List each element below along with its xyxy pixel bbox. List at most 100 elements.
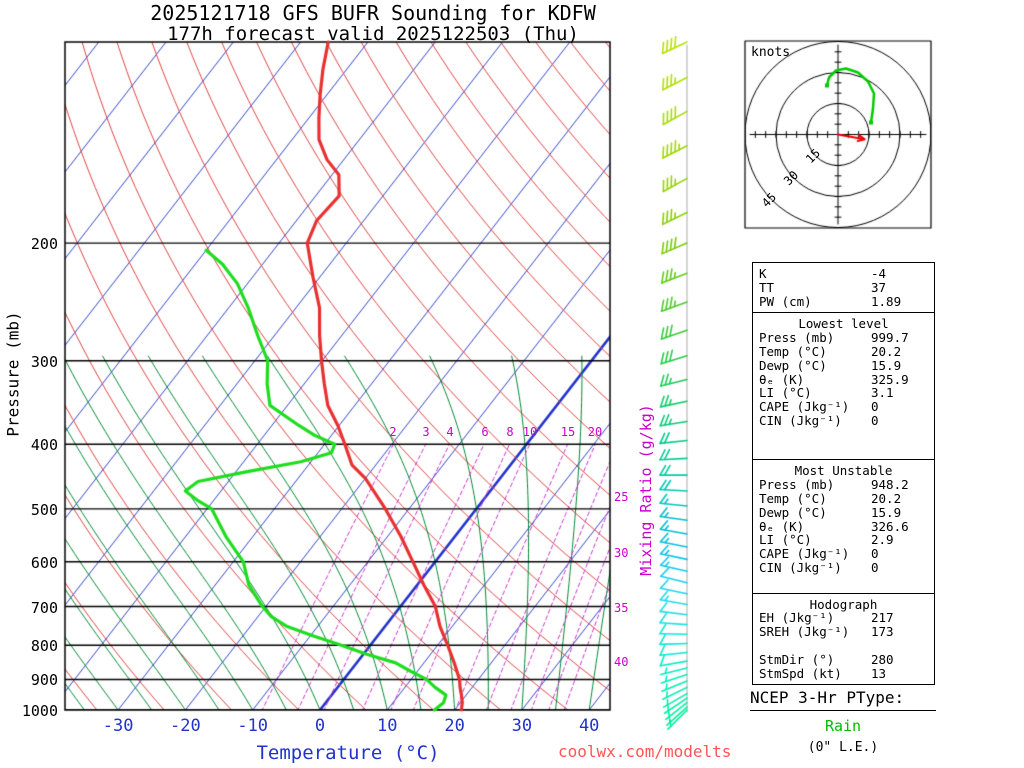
temperature-axis-label: Temperature (°C) xyxy=(256,742,440,764)
ptype-block: NCEP 3-Hr PType: Rain (0" L.E.) xyxy=(750,688,936,755)
index-row: K -4 xyxy=(759,267,928,281)
index-row: SREH (Jkg⁻¹) 173 xyxy=(759,625,928,639)
index-label: LI (°C) xyxy=(759,532,812,548)
index-label: StmSpd (kt) xyxy=(759,665,842,681)
chart-title-line1: 2025121718 GFS BUFR Sounding for KDFW xyxy=(150,1,596,25)
index-label: θₑ (K) xyxy=(759,371,805,387)
index-label: Press (mb) xyxy=(759,330,835,346)
pressure-tick-300: 300 xyxy=(30,352,58,371)
pressure-tick-800: 800 xyxy=(30,637,58,656)
index-row: StmDir (°) 280 xyxy=(759,651,928,667)
pressure-tick-700: 700 xyxy=(30,598,58,617)
index-row: LI (°C) 2.9 xyxy=(759,533,928,547)
index-value: 326.6 xyxy=(871,518,909,534)
indices-section-0: K -4 TT 37 PW (cm) 1.89 xyxy=(753,263,934,312)
mixing-ratio-label-8: 8 xyxy=(506,425,514,439)
index-row: θₑ (K) 326.6 xyxy=(759,518,928,534)
index-label: EH (Jkg⁻¹) xyxy=(759,610,835,626)
mixing-ratio-label-3: 3 xyxy=(422,425,430,439)
index-label: CIN (Jkg⁻¹) xyxy=(759,559,842,575)
chart-title-line2: 177h forecast valid 2025122503 (Thu) xyxy=(167,23,579,45)
hodograph-units-label: knots xyxy=(751,45,791,60)
index-value: 0 xyxy=(871,399,879,415)
ptype-note: (0" L.E.) xyxy=(807,740,879,755)
pressure-tick-1000: 1000 xyxy=(21,702,58,720)
index-label: Temp (°C) xyxy=(759,490,827,506)
index-value: 20.2 xyxy=(871,490,902,506)
indices-section-1: Lowest level Press (mb) 999.7 Temp (°C) 20.2… xyxy=(753,312,934,459)
index-row: Dewp (°C) 15.9 xyxy=(759,504,928,520)
indices-section-header: Hodograph xyxy=(809,596,878,612)
mixing-ratio-label-25: 25 xyxy=(614,490,629,504)
index-row: PW (cm) 1.89 xyxy=(759,293,928,309)
index-value: 948.2 xyxy=(871,477,909,493)
index-label: PW (cm) xyxy=(759,293,812,309)
mixing-ratio-label-4: 4 xyxy=(446,425,454,439)
indices-section-2: Most Unstable Press (mb) 948.2 Temp (°C) 20.… xyxy=(753,459,934,592)
index-row: CAPE (Jkg⁻¹) 0 xyxy=(759,547,928,561)
index-label: CAPE (Jkg⁻¹) xyxy=(759,546,850,562)
index-label: θₑ (K) xyxy=(759,518,805,534)
index-value: 15.9 xyxy=(871,357,902,373)
index-label: Dewp (°C) xyxy=(759,504,827,520)
index-row: Press (mb) 999.7 xyxy=(759,331,928,345)
index-row: Dewp (°C) 15.9 xyxy=(759,357,928,373)
mixing-ratio-label-2: 2 xyxy=(389,425,397,439)
index-value: -4 xyxy=(871,266,887,281)
temperature-tick-0: 0 xyxy=(314,716,326,736)
index-row: θₑ (K) 325.9 xyxy=(759,371,928,387)
temperature-tick-20: 20 xyxy=(444,716,465,736)
pressure-axis-label: Pressure (mb) xyxy=(3,311,23,437)
index-label: StmDir (°) xyxy=(759,651,835,667)
temperature-tick--20: -20 xyxy=(170,716,201,736)
index-value: 173 xyxy=(871,624,894,640)
watermark-link[interactable]: coolwx.com/modelts xyxy=(558,742,732,761)
index-value: 3.1 xyxy=(871,385,894,401)
index-value: 2.9 xyxy=(871,532,894,548)
index-row: CIN (Jkg⁻¹) 0 xyxy=(759,414,928,428)
mixing-ratio-axis-label: Mixing Ratio (g/kg) xyxy=(637,404,655,576)
index-row: CIN (Jkg⁻¹) 0 xyxy=(759,561,928,575)
mixing-ratio-label-35: 35 xyxy=(614,601,629,615)
index-label: Press (mb) xyxy=(759,477,835,493)
index-row: StmSpd (kt) 13 xyxy=(759,665,928,681)
mixing-ratio-label-6: 6 xyxy=(481,425,489,439)
index-value: 217 xyxy=(871,610,894,626)
temperature-tick--10: -10 xyxy=(237,716,269,736)
index-value: 0 xyxy=(871,412,879,428)
temperature-tick--30: -30 xyxy=(102,716,134,736)
index-label: CIN (Jkg⁻¹) xyxy=(759,412,842,428)
indices-section-header: Lowest level xyxy=(798,316,889,332)
index-row: Temp (°C) 20.2 xyxy=(759,345,928,359)
mixing-ratio-label-10: 10 xyxy=(522,425,538,439)
index-row: LI (°C) 3.1 xyxy=(759,386,928,400)
index-label: CAPE (Jkg⁻¹) xyxy=(759,399,850,415)
index-label: K xyxy=(759,266,767,281)
mixing-ratio-label-30: 30 xyxy=(614,546,629,560)
index-value: 1.89 xyxy=(871,293,902,309)
index-label: SREH (Jkg⁻¹) xyxy=(759,624,850,640)
index-row: CAPE (Jkg⁻¹) 0 xyxy=(759,400,928,414)
index-value: 20.2 xyxy=(871,343,902,359)
ptype-value: Rain xyxy=(824,717,862,735)
index-row: TT 37 xyxy=(759,279,928,295)
temperature-tick-40: 40 xyxy=(578,716,600,736)
index-row: Press (mb) 948.2 xyxy=(759,478,928,492)
pressure-tick-500: 500 xyxy=(30,500,58,519)
index-value: 0 xyxy=(871,559,879,575)
index-label: TT xyxy=(759,279,775,295)
indices-section-3: Hodograph EH (Jkg⁻¹) 217 SREH (Jkg⁻¹) 173 Stm… xyxy=(753,592,934,685)
index-row: Temp (°C) 20.2 xyxy=(759,492,928,506)
pressure-tick-200: 200 xyxy=(30,235,58,254)
index-label: Dewp (°C) xyxy=(759,357,827,373)
pressure-tick-600: 600 xyxy=(30,553,58,572)
index-value: 0 xyxy=(871,546,879,562)
index-value: 13 xyxy=(871,665,887,681)
pressure-tick-400: 400 xyxy=(30,436,58,455)
index-value: 325.9 xyxy=(871,371,909,387)
index-value: 280 xyxy=(871,651,894,667)
mixing-ratio-label-40: 40 xyxy=(614,655,629,669)
index-label: Temp (°C) xyxy=(759,343,827,359)
ptype-title: NCEP 3-Hr PType: xyxy=(750,688,936,711)
